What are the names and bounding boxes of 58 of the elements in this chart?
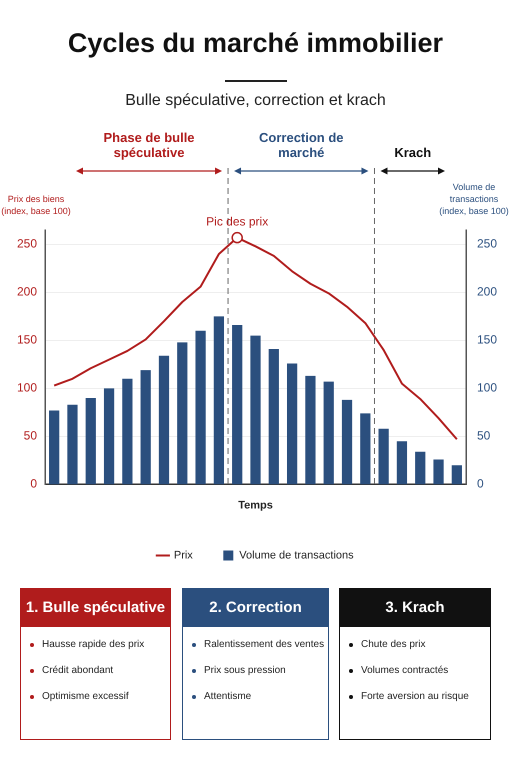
text: Hausse rapide des prix [42, 639, 144, 650]
bar [286, 363, 298, 484]
bar [67, 404, 78, 484]
y2-tick-label: 250 [477, 236, 498, 251]
y-tick-label: 100 [16, 380, 38, 395]
bar [342, 400, 352, 484]
chart-subtitle: Bulle spéculative, correction et krach [124, 92, 387, 110]
bar [324, 382, 334, 484]
y2-tick-label: 50 [477, 428, 491, 443]
bar [232, 325, 242, 484]
bar [452, 465, 462, 484]
bar [140, 370, 151, 484]
y-tick-label: 200 [16, 284, 38, 299]
bar [195, 330, 206, 484]
bar [158, 356, 170, 484]
text: Correction de marché [259, 130, 344, 160]
text: Crédit abondant [42, 665, 114, 676]
bar [214, 316, 224, 484]
y-tick-label: 0 [30, 476, 38, 491]
y-tick-label: 250 [16, 236, 38, 251]
annotation: Pic des prix [206, 214, 268, 229]
text: Optimisme excessif [42, 691, 129, 702]
bar [360, 413, 370, 484]
text: Attentisme [204, 691, 252, 702]
bar [268, 349, 279, 484]
text: Chute des prix [361, 639, 426, 650]
text: Krach [394, 145, 432, 160]
legend-label: Prix [174, 550, 194, 562]
bar [122, 378, 132, 484]
y-tick-label: 150 [16, 332, 38, 347]
y-axis-title: Prix des biens (index, base 100) [1, 194, 71, 216]
bar [378, 428, 389, 484]
text: 3. Krach [340, 589, 490, 627]
y2-axis-title: Volume de transactions (index, base 100) [439, 182, 509, 216]
bar [433, 459, 444, 484]
y2-tick-label: 0 [477, 476, 484, 491]
y2-tick-label: 150 [477, 332, 498, 347]
y2-tick-label: 100 [477, 380, 498, 395]
text: Phase de bulle spéculative [104, 130, 195, 160]
y-tick-label: 50 [24, 428, 38, 443]
legend-label: Volume de transactions [239, 550, 354, 562]
bar [49, 410, 60, 484]
text: Volumes contractés [361, 665, 448, 676]
text: 1. Bulle spéculative [21, 589, 170, 627]
text: Forte aversion au risque [361, 691, 469, 702]
bar [305, 376, 316, 484]
bar [415, 452, 426, 484]
chart-title: Cycles du marché immobilier [66, 28, 444, 59]
bar [250, 336, 261, 484]
bar [177, 342, 188, 484]
y2-tick-label: 200 [477, 284, 498, 299]
bar [396, 441, 408, 484]
text: 2. Correction [183, 589, 328, 627]
x-axis-title: Temps [238, 499, 273, 512]
text: Prix sous pression [204, 665, 286, 676]
text: Ralentissement des ventes [204, 639, 324, 650]
bar [104, 388, 114, 484]
bar [86, 398, 96, 484]
